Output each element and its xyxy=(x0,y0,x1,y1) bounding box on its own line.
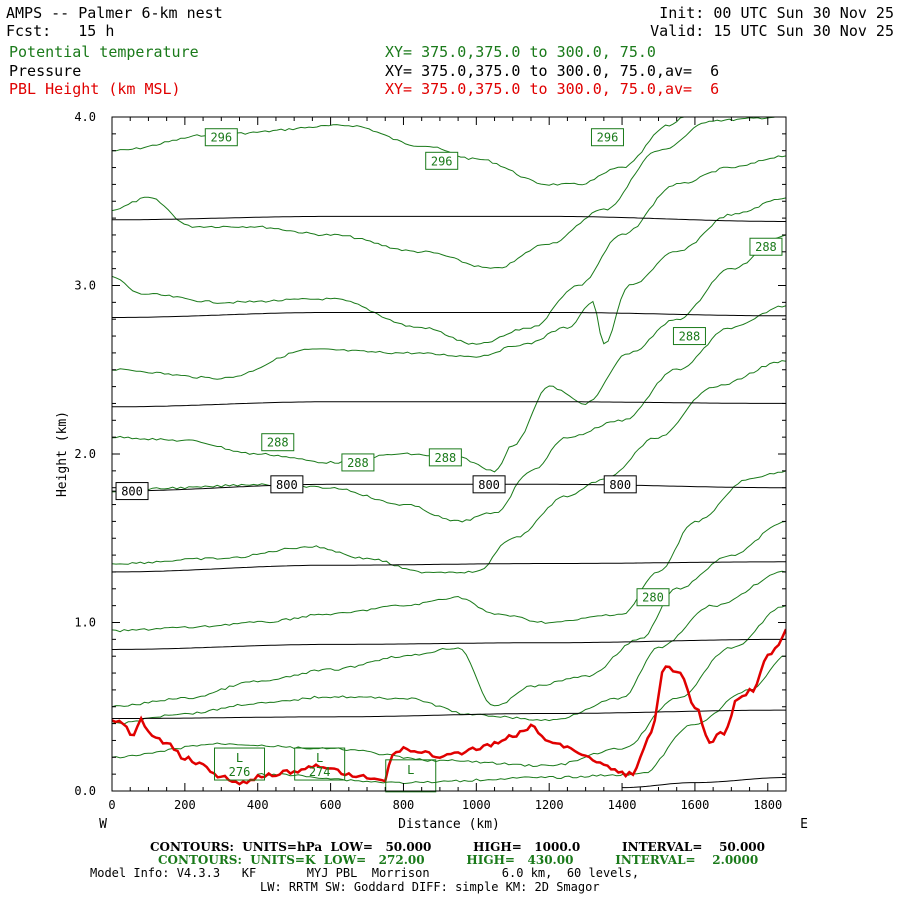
footer-model-info: Model Info: V4.3.3 KF MYJ PBL Morrison 6… xyxy=(90,866,640,880)
pressure-contours xyxy=(112,215,786,789)
field-pbl-label: PBL Height (km MSL) xyxy=(9,80,181,98)
x-tick-label: 1600 xyxy=(680,798,709,812)
low-marker-value: 276 xyxy=(229,765,251,779)
theta-label-text: 288 xyxy=(679,330,701,344)
low-marker-value: 274 xyxy=(309,765,331,779)
theta-contour-294 xyxy=(112,117,786,269)
pressure-label: 800 xyxy=(603,475,637,494)
x-tick-label: 1200 xyxy=(535,798,564,812)
footer-pressure-contours: CONTOURS: UNITS=hPa LOW= 50.000 HIGH= 10… xyxy=(150,840,766,854)
theta-contour-288 xyxy=(112,234,786,473)
pressure-contour-800 xyxy=(112,483,786,492)
x-tick-label: 400 xyxy=(247,798,269,812)
low-marker-letter: L xyxy=(316,751,323,765)
pbl-height-line xyxy=(112,628,786,786)
y-tick-label: 4.0 xyxy=(74,110,96,124)
pressure-contour-650 xyxy=(112,215,786,222)
contour-labels: 296 296 296 288 288 288 288 288 280 800 800 800 800 L… xyxy=(115,128,783,793)
y-tick-label: 3.0 xyxy=(74,279,96,293)
theta-label-text: 296 xyxy=(210,131,232,145)
theta-contour-286 xyxy=(112,305,786,523)
pressure-contour-1000 xyxy=(622,777,786,789)
theta-label: 288 xyxy=(672,327,706,346)
footer-physics-info: LW: RRTM SW: Goddard DIFF: simple KM: 2D… xyxy=(260,880,600,894)
x-tick-label: 200 xyxy=(174,798,196,812)
low-marker-letter: L xyxy=(236,751,243,765)
theta-label-text: 296 xyxy=(597,131,619,145)
theta-label: 296 xyxy=(204,128,238,147)
model-title: AMPS -- Palmer 6-km nest xyxy=(6,4,223,22)
pressure-label-text: 800 xyxy=(609,478,631,492)
pressure-contour-700 xyxy=(112,312,786,318)
x-tick-label: 1000 xyxy=(462,798,491,812)
footer-theta-contours: CONTOURS: UNITS=K LOW= 272.00 HIGH= 430.… xyxy=(158,853,759,867)
theta-label-text: 280 xyxy=(642,591,664,605)
theta-label: 288 xyxy=(428,448,462,467)
theta-contour-274 xyxy=(257,655,786,785)
y-axis-title: Height (km) xyxy=(55,411,70,497)
x-tick-label: 1800 xyxy=(753,798,782,812)
pressure-contour-750 xyxy=(112,401,786,408)
theta-label: 288 xyxy=(261,433,295,452)
pbl-height-curve xyxy=(112,628,786,786)
valid-time: Valid: 15 UTC Sun 30 Nov 25 xyxy=(650,22,894,40)
theta-label-text: 296 xyxy=(431,154,453,168)
low-marker: L xyxy=(385,759,437,793)
x-tick-label: 1400 xyxy=(608,798,637,812)
theta-contour-278 xyxy=(112,570,786,725)
field-theta-label: Potential temperature xyxy=(9,43,199,61)
pressure-label: 800 xyxy=(270,475,304,494)
forecast-hour: Fcst: 15 h xyxy=(6,22,115,40)
pressure-label-text: 800 xyxy=(478,478,500,492)
x-axis-title: Distance (km) xyxy=(398,817,500,832)
theta-contour-284 xyxy=(112,360,786,574)
x-tick-label: 0 xyxy=(108,798,115,812)
field-theta-xy: XY= 375.0,375.0 to 300.0, 75.0 xyxy=(385,43,656,61)
theta-contour-282 xyxy=(112,470,786,633)
pressure-contour-900 xyxy=(112,638,786,650)
west-end-label: W xyxy=(99,817,107,832)
pressure-label-text: 800 xyxy=(276,478,298,492)
pressure-label: 800 xyxy=(472,475,506,494)
theta-label: 296 xyxy=(425,151,459,170)
y-tick-label: 0.0 xyxy=(74,784,96,798)
x-tick-label: 600 xyxy=(320,798,342,812)
axes: 0.0 1.0 2.0 3.0 4.0 0 200 400 600 800 1000 1200 1400… xyxy=(74,110,787,812)
y-tick-label: 2.0 xyxy=(74,447,96,461)
east-end-label: E xyxy=(800,817,808,832)
field-pbl-xy: XY= 375.0,375.0 to 300.0, 75.0,av= 6 xyxy=(385,80,720,98)
low-marker-letter: L xyxy=(407,763,414,777)
pressure-label-text: 800 xyxy=(121,485,143,499)
theta-contour-280 xyxy=(112,520,786,708)
pressure-contour-850 xyxy=(112,561,786,573)
field-pressure-xy: XY= 375.0,375.0 to 300.0, 75.0,av= 6 xyxy=(385,62,720,80)
field-pressure-label: Pressure xyxy=(9,62,82,80)
theta-label: 280 xyxy=(636,588,670,607)
theta-label: 288 xyxy=(749,237,783,256)
pressure-contour-950 xyxy=(112,709,786,719)
init-time: Init: 00 UTC Sun 30 Nov 25 xyxy=(659,4,894,22)
theta-contour-276 xyxy=(112,605,786,768)
theta-contour-290 xyxy=(112,197,786,380)
theta-contour-292 xyxy=(112,155,786,345)
theta-label-text: 288 xyxy=(755,240,777,254)
theta-label-text: 288 xyxy=(267,436,289,450)
pressure-label: 800 xyxy=(115,482,149,501)
y-tick-label: 1.0 xyxy=(74,616,96,630)
x-tick-label: 800 xyxy=(393,798,415,812)
theta-label: 296 xyxy=(590,128,624,147)
theta-contour-296 xyxy=(112,117,685,186)
theta-label-text: 288 xyxy=(435,451,457,465)
theta-label: 288 xyxy=(341,453,375,472)
theta-label-text: 288 xyxy=(347,456,369,470)
